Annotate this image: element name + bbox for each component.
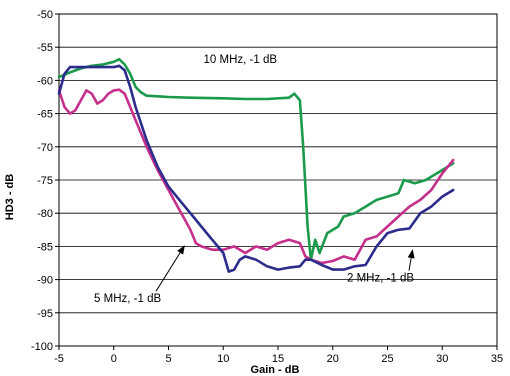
annotation-arrow-line	[155, 252, 181, 292]
series-line	[57, 88, 455, 265]
y-tick-label: -85	[37, 241, 53, 253]
x-axis-ticks: -5 0 5 10 15 20 25 30 35	[54, 346, 503, 365]
annotation-label: 2 MHz, -1 dB	[347, 273, 414, 285]
grid-lines	[59, 46, 497, 314]
series-line	[57, 64, 455, 273]
series-lines	[57, 57, 455, 273]
y-tick-label: -80	[37, 208, 53, 220]
y-tick-label: -60	[37, 75, 53, 87]
x-tick-label: -5	[54, 353, 64, 365]
y-axis-ticks: -50 -55 -60 -65 -70 -75 -80 -85 -90 -95 -100	[31, 9, 59, 353]
y-axis-title: HD3 - dB	[4, 174, 16, 221]
y-tick-label: -75	[37, 175, 53, 187]
annotation-arrowhead	[407, 249, 415, 259]
x-tick-label: 20	[327, 353, 339, 365]
annotation-label: 10 MHz, -1 dB	[204, 54, 278, 66]
series-line	[57, 57, 455, 261]
x-tick-label: 0	[111, 353, 117, 365]
x-tick-label: 5	[165, 353, 171, 365]
x-axis-title: Gain - dB	[251, 364, 300, 376]
x-tick-label: 35	[491, 353, 503, 365]
annotation-label: 5 MHz, -1 dB	[94, 293, 161, 305]
y-tick-label: -50	[37, 9, 53, 21]
x-tick-label: 15	[272, 353, 284, 365]
y-tick-label: -95	[37, 308, 53, 320]
x-tick-label: 25	[381, 353, 393, 365]
y-tick-label: -100	[31, 341, 53, 353]
y-tick-label: -90	[37, 275, 53, 287]
x-tick-label: 30	[436, 353, 448, 365]
annotation-arrow-line	[408, 257, 412, 271]
annotations: 10 MHz, -1 dB 5 MHz, -1 dB 2 MHz, -1 dB	[94, 54, 415, 305]
annotation-arrowhead	[177, 245, 185, 255]
y-tick-label: -65	[37, 109, 53, 121]
x-tick-label: 10	[217, 353, 229, 365]
y-tick-label: -70	[37, 142, 53, 154]
y-tick-label: -55	[37, 42, 53, 54]
